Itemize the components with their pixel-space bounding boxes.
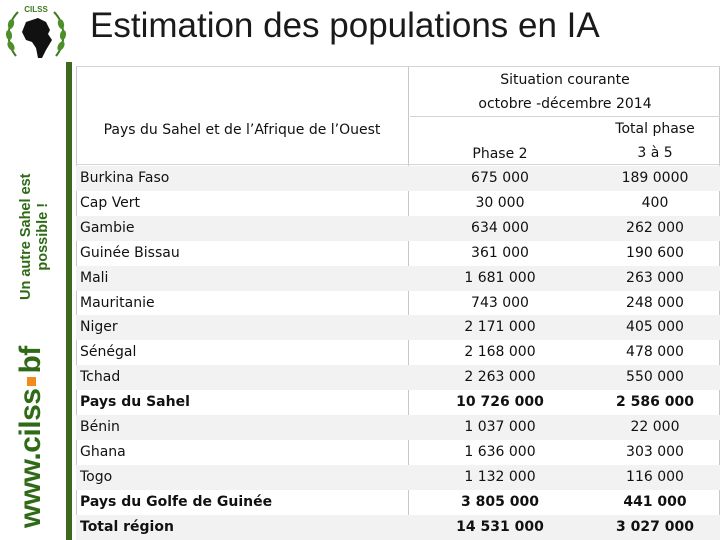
header-situation-line2: octobre -décembre 2014 [478, 96, 652, 112]
header-country: Pays du Sahel et de l’Afrique de l’Ouest [103, 122, 381, 138]
table-row: Guinée Bissau 361 000 190 600 [76, 241, 720, 266]
table-row: Mauritanie 743 000 248 000 [76, 291, 720, 316]
country-cell: Guinée Bissau [80, 244, 180, 261]
country-cell: Bénin [80, 419, 120, 435]
total-cell: 3 027 000 [616, 518, 694, 535]
total-cell: 441 000 [623, 493, 687, 510]
country-cell: Cap Vert [80, 194, 141, 211]
total-cell: 189 0000 [621, 170, 689, 186]
country-cell: Burkina Faso [80, 170, 170, 186]
total-cell: 190 600 [626, 244, 684, 261]
country-cell: Ghana [80, 443, 126, 460]
website-url-part1: www.cilss [14, 388, 47, 528]
table-border-left [76, 66, 77, 540]
table-row: Sénégal 2 168 000 478 000 [76, 340, 720, 365]
total-cell: 263 000 [626, 269, 684, 286]
table-border-top [76, 66, 720, 67]
table-row: Mali 1 681 000 263 000 [76, 265, 720, 291]
phase2-cell: 2 171 000 [464, 319, 536, 336]
slogan: Un autre Sahel est possible ! [18, 173, 52, 300]
phase2-cell: 3 805 000 [461, 493, 539, 510]
phase2-cell: 10 726 000 [456, 394, 544, 411]
table-row: Total région 14 531 000 3 027 000 [76, 514, 720, 540]
header-total: Total phase 3 à 5 [590, 117, 720, 165]
country-cell: Total région [80, 518, 174, 535]
phase2-cell: 14 531 000 [456, 518, 544, 535]
country-cell: Niger [80, 319, 118, 336]
total-cell: 405 000 [626, 319, 684, 336]
logo-text: CILSS [24, 5, 48, 14]
total-cell: 550 000 [626, 369, 684, 386]
table-row: Togo 1 132 000 116 000 [76, 464, 720, 490]
country-cell: Tchad [80, 369, 121, 386]
phase2-cell: 361 000 [471, 244, 529, 261]
phase2-cell: 1 037 000 [464, 419, 536, 435]
table-row: Ghana 1 636 000 303 000 [76, 440, 720, 465]
total-cell: 478 000 [626, 344, 684, 361]
phase2-cell: 1 681 000 [464, 269, 536, 286]
table-divider [408, 66, 409, 540]
orange-dot-icon [26, 376, 36, 386]
country-cell: Pays du Golfe de Guinée [80, 493, 273, 510]
website-link[interactable]: www.cilss bf [14, 346, 48, 528]
table-row: Burkina Faso 675 000 189 0000 [76, 166, 720, 191]
table-row: Gambie 634 000 262 000 [76, 215, 720, 241]
phase2-cell: 1 132 000 [464, 468, 536, 485]
phase2-cell: 2 263 000 [464, 369, 536, 386]
country-cell: Togo [80, 468, 113, 485]
table-row: Niger 2 171 000 405 000 [76, 315, 720, 341]
phase2-cell: 1 636 000 [464, 443, 536, 460]
country-cell: Sénégal [80, 344, 137, 361]
phase2-cell: 30 000 [475, 194, 525, 211]
table-row: Cap Vert 30 000 400 [76, 191, 720, 216]
header-total-line2: 3 à 5 [637, 145, 673, 161]
total-cell: 2 586 000 [616, 394, 694, 411]
total-cell: 262 000 [626, 219, 684, 236]
country-cell: Gambie [80, 219, 135, 236]
phase2-cell: 2 168 000 [464, 344, 536, 361]
slogan-line-1: Un autre Sahel est [18, 173, 34, 300]
country-cell: Mali [80, 269, 109, 286]
country-cell: Mauritanie [80, 294, 155, 311]
total-cell: 116 000 [626, 468, 684, 485]
table-row: Tchad 2 263 000 550 000 [76, 365, 720, 391]
phase2-cell: 634 000 [471, 219, 529, 236]
total-cell: 303 000 [626, 443, 684, 460]
sidebar-divider [66, 62, 72, 540]
header-phase2: Phase 2 [472, 146, 528, 162]
table-row: Pays du Golfe de Guinée 3 805 000 441 000 [76, 490, 720, 515]
country-cell: Pays du Sahel [80, 394, 190, 411]
header-situation: Situation courante octobre -décembre 201… [410, 68, 720, 116]
header-bottom-line [76, 164, 720, 165]
total-cell: 248 000 [626, 294, 684, 311]
slogan-line-2: possible ! [35, 202, 51, 271]
header-situation-line1: Situation courante [500, 72, 630, 88]
website-url-part2: bf [14, 346, 47, 374]
sidebar-banner: CILSS www.cilss bf Un autre Sahel est pos… [0, 0, 72, 540]
population-table: Situation courante octobre -décembre 201… [76, 66, 720, 540]
total-cell: 400 [641, 194, 669, 211]
header-total-line1: Total phase [615, 121, 695, 137]
phase2-cell: 743 000 [471, 294, 529, 311]
phase2-cell: 675 000 [471, 170, 529, 186]
table-row: Bénin 1 037 000 22 000 [76, 415, 720, 440]
total-cell: 22 000 [630, 419, 680, 435]
table-row: Pays du Sahel 10 726 000 2 586 000 [76, 390, 720, 415]
header-underline [410, 116, 720, 117]
page-title: Estimation des populations en IA [90, 6, 600, 45]
cilss-logo-icon: CILSS [5, 5, 67, 58]
